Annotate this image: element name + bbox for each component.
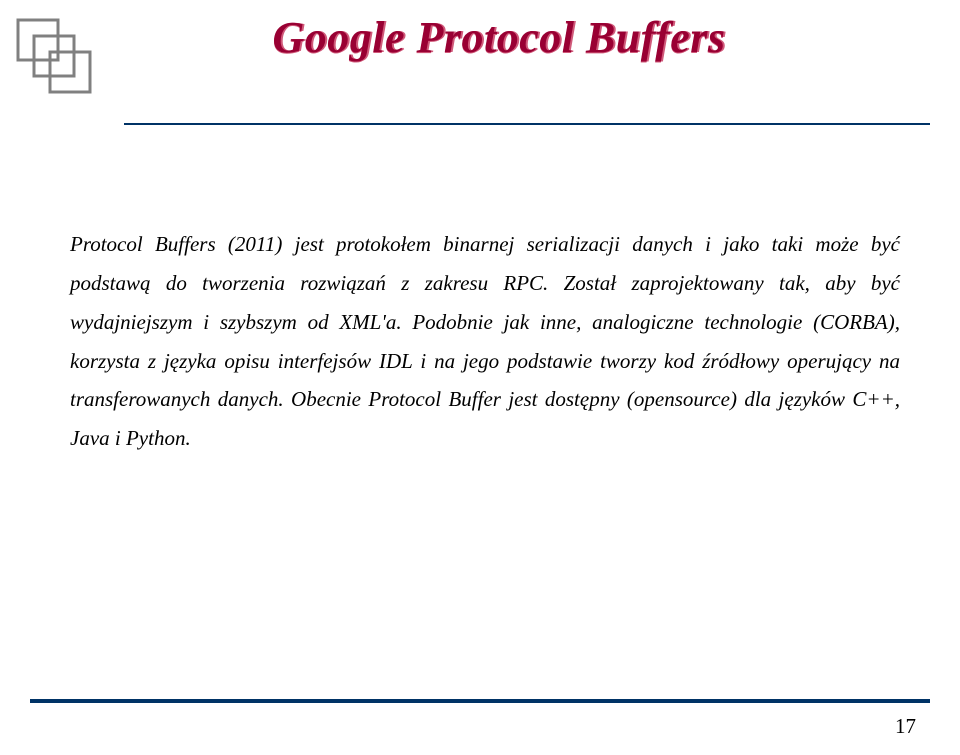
slide-header: Google Protocol Buffers bbox=[0, 0, 960, 107]
body-paragraph: Protocol Buffers (2011) jest protokołem … bbox=[70, 225, 900, 458]
slide-title: Google Protocol Buffers bbox=[128, 12, 870, 63]
divider-bottom bbox=[30, 699, 930, 703]
logo-icon bbox=[14, 16, 100, 107]
page-number: 17 bbox=[895, 714, 916, 739]
title-container: Google Protocol Buffers bbox=[128, 12, 930, 63]
slide-body: Protocol Buffers (2011) jest protokołem … bbox=[0, 125, 960, 458]
